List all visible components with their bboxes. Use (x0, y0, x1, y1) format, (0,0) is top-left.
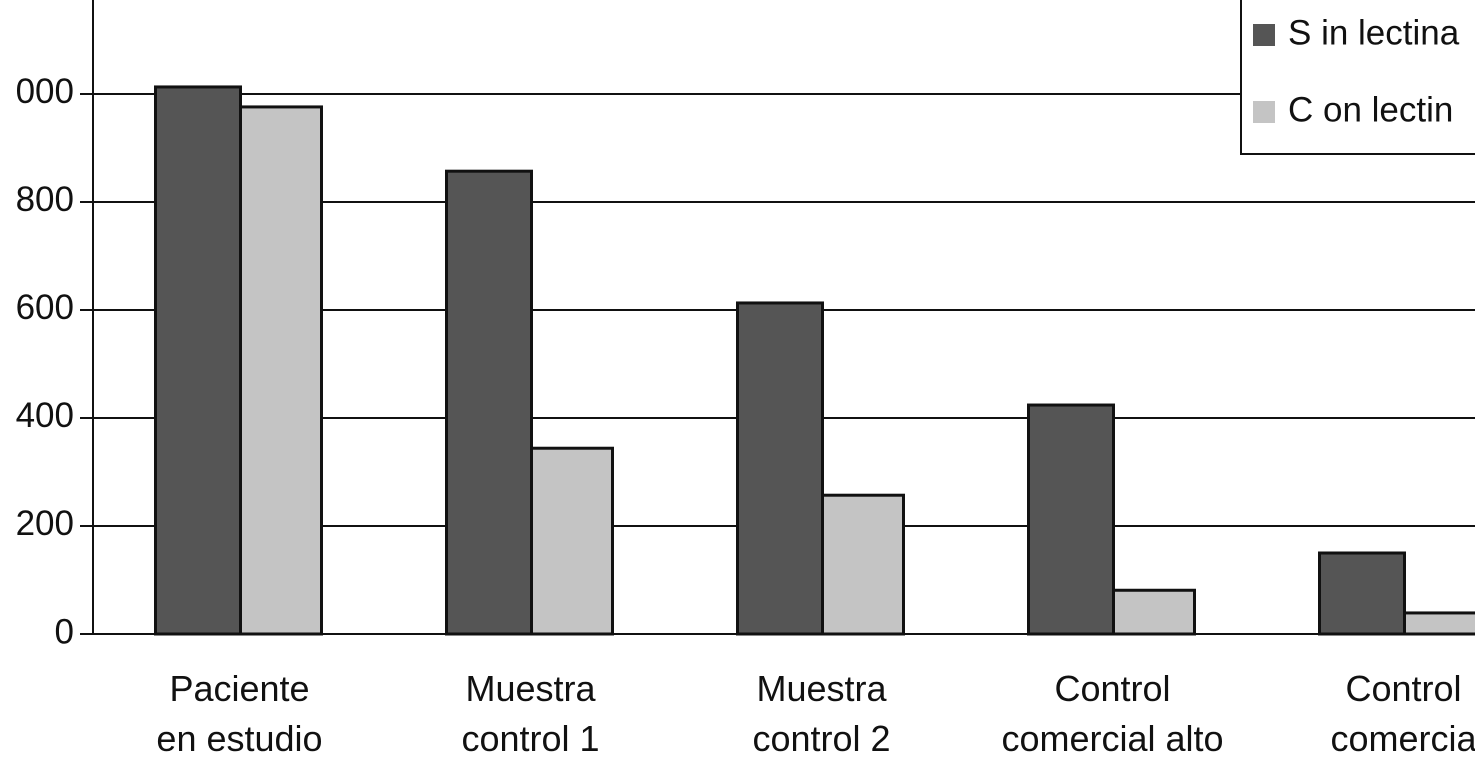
x-tick-label: Paciente en estudio (156, 668, 323, 759)
y-tick-label: 0 (55, 612, 74, 651)
bar (1403, 611, 1475, 636)
bar (530, 446, 614, 636)
bar (445, 169, 533, 636)
y-tick-label: 600 (16, 288, 74, 327)
y-tick-label: 200 (16, 504, 74, 543)
x-tick-label: Muestra control 1 (461, 668, 600, 759)
y-tick-label: 400 (16, 396, 74, 435)
bar (821, 493, 905, 636)
x-tick-label: Control comercia (1330, 668, 1475, 759)
bar (1318, 551, 1406, 636)
legend-swatch (1253, 24, 1275, 46)
bar (154, 85, 242, 636)
legend-label: C on lectin (1288, 90, 1453, 129)
x-tick-label: Muestra control 2 (752, 668, 891, 759)
y-tick-label: 000 (16, 72, 74, 111)
bar (1112, 588, 1196, 636)
legend-box (1240, 0, 1475, 155)
legend-label: S in lectina (1288, 13, 1460, 52)
x-tick-label: Control comercial alto (1001, 668, 1224, 759)
bar (239, 105, 323, 636)
bar (736, 301, 824, 636)
legend-swatch (1253, 101, 1275, 123)
y-tick-label: 800 (16, 180, 74, 219)
bar (1027, 403, 1115, 636)
